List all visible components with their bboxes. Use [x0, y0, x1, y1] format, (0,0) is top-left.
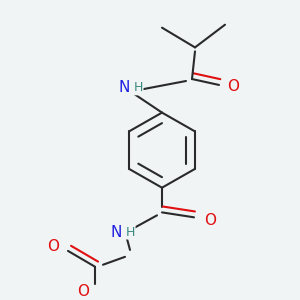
Text: N: N — [110, 225, 122, 240]
Text: O: O — [204, 213, 216, 228]
Text: O: O — [47, 239, 59, 254]
Text: N: N — [118, 80, 130, 95]
Text: H: H — [125, 226, 135, 238]
Text: O: O — [77, 284, 89, 299]
Text: H: H — [133, 81, 143, 94]
Text: O: O — [227, 80, 239, 94]
